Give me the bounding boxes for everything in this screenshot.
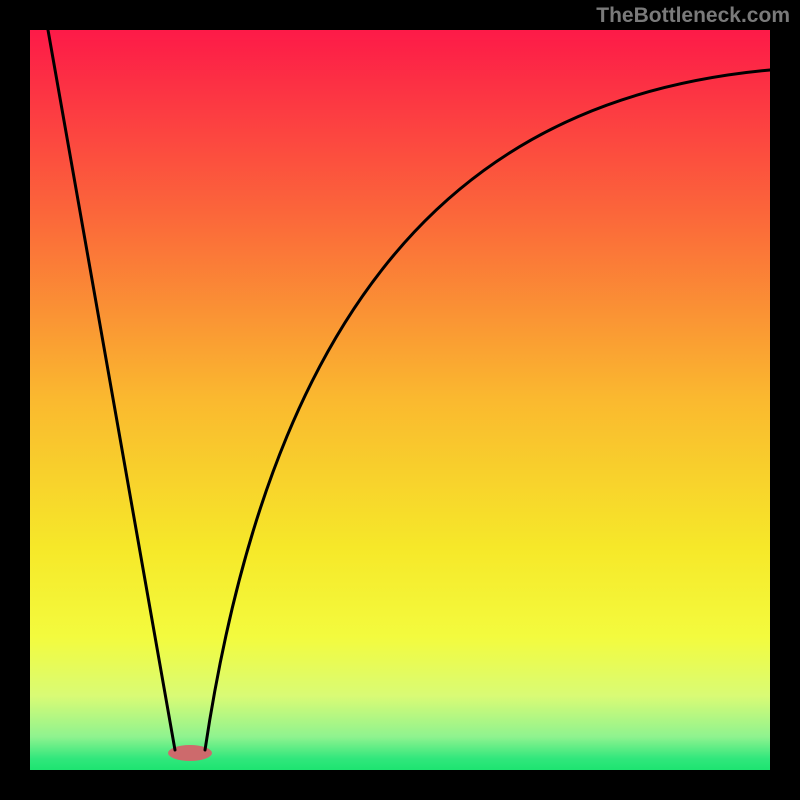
- chart-root: TheBottleneck.com: [0, 0, 800, 800]
- plot-area: [30, 30, 770, 770]
- chart-svg: [0, 0, 800, 800]
- watermark-text: TheBottleneck.com: [596, 4, 790, 28]
